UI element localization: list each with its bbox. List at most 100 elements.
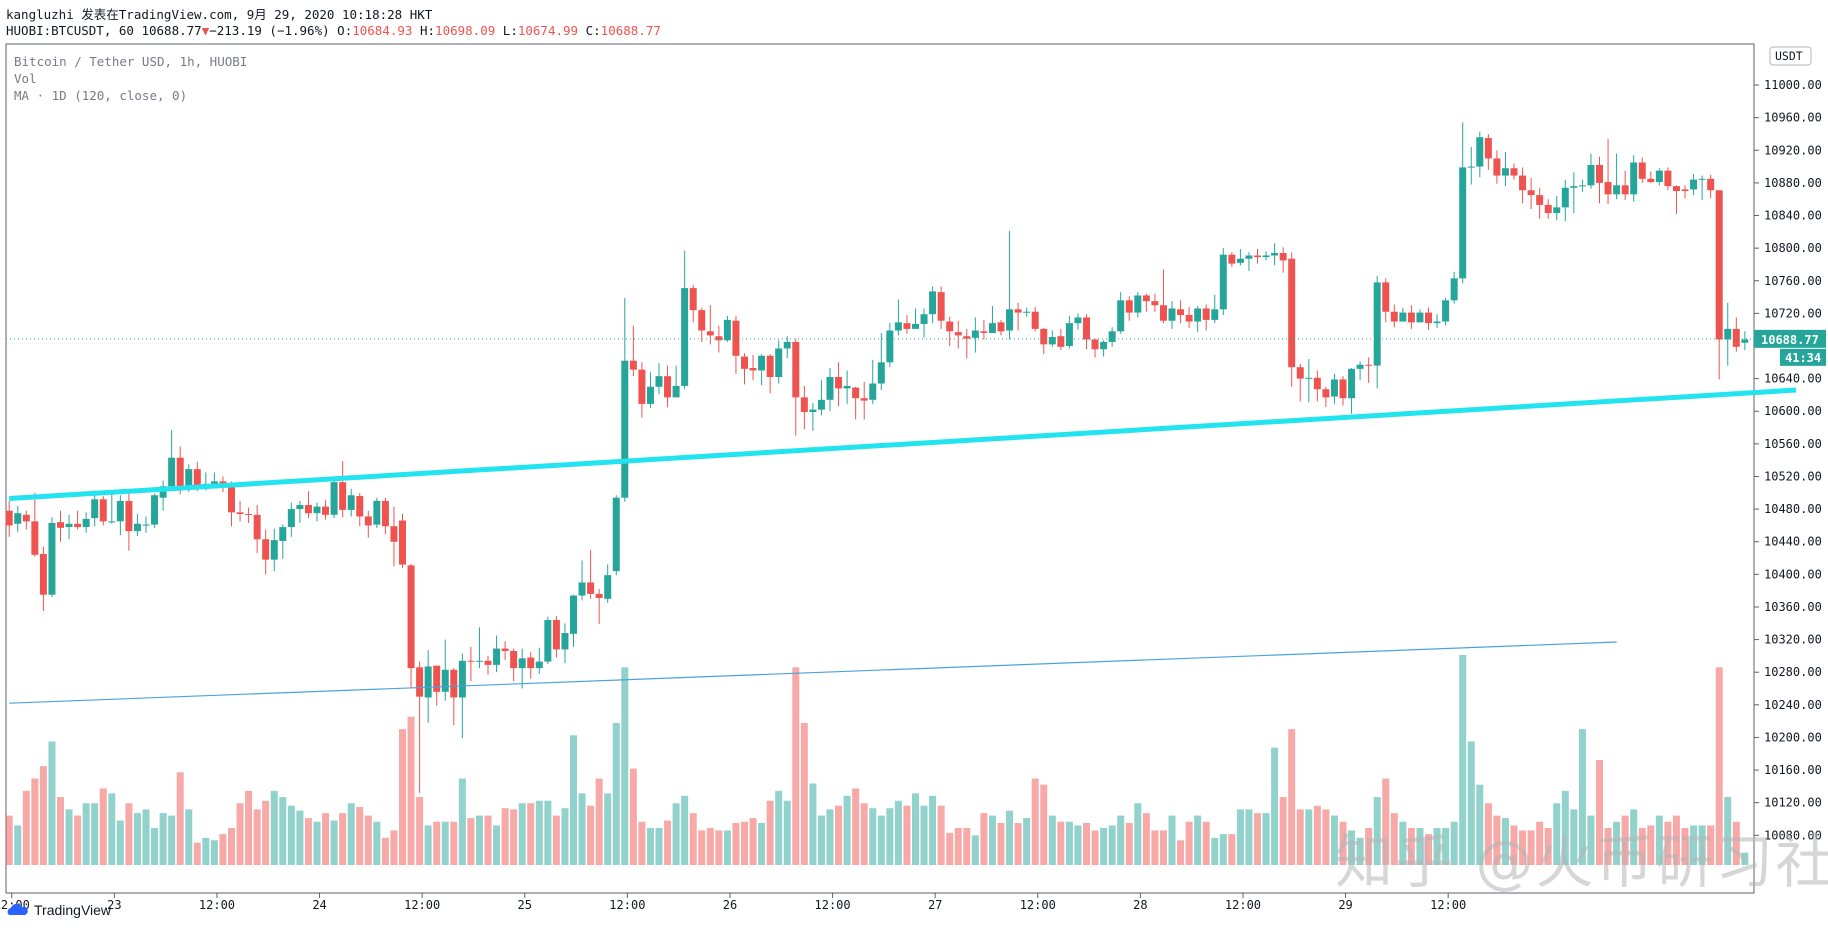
volume-bar [1553,803,1561,865]
last-price-tag [1754,329,1826,348]
candle-body [997,322,1005,332]
volume-bar [715,830,723,865]
volume-bar [5,815,13,865]
volume-bar [1134,803,1142,865]
volume-bar [484,815,492,865]
candle-body [493,648,501,665]
candle-body [510,650,518,669]
candle-body [1177,309,1185,316]
candle-body [1442,300,1450,322]
volume-bar [1647,825,1655,865]
volume-bar [364,815,372,865]
candle-body [99,499,107,522]
candle-body [1339,379,1347,399]
volume-bar [22,790,30,865]
volume-bar [1450,821,1458,865]
volume-bar [501,808,509,865]
candle-body [1655,170,1663,183]
time-tick-label: 24 [312,898,326,912]
candle-body [1023,311,1031,313]
volume-bar [1100,827,1108,865]
volume-legend[interactable]: Vol [14,71,37,86]
down-arrow-icon: ▼ [201,23,210,38]
candle-body [1134,295,1142,313]
volume-bar [1638,827,1646,865]
price-tick-label: 10080.00 [1764,828,1822,842]
volume-bar [458,778,466,865]
volume-bar [1168,815,1176,865]
candle-body [1091,339,1099,350]
candle-body [1390,311,1398,322]
candle-body [501,648,509,651]
volume-bar [817,815,825,865]
candle-body [373,500,381,525]
volume-bar [1407,827,1415,865]
time-tick-label: 26 [723,898,737,912]
ma-legend[interactable]: MA · 1D (120, close, 0) [14,88,188,103]
tradingview-logo[interactable]: TradingView [6,902,111,918]
candle-body [82,518,90,528]
volume-bar [1245,809,1253,865]
candle-body [775,348,783,377]
candle-body [869,383,877,400]
volume-bar [1014,823,1022,865]
candle-body [1348,368,1356,399]
volume-bar [1125,823,1133,865]
volume-bar [1356,837,1364,865]
high-label: H: [419,23,436,38]
candle-body [1425,312,1432,324]
price-tick-label: 10320.00 [1764,633,1822,647]
candle-body [322,506,330,515]
volume-bar [1741,852,1749,865]
volume-bar [1715,667,1723,865]
candle-body [1484,138,1492,159]
volume-bar [894,800,902,865]
price-tick-label: 10520.00 [1764,469,1822,483]
volume-bar [664,820,672,865]
open-value: 10684.93 [352,23,413,38]
volume-bar [287,805,295,865]
time-tick-label: 12:00 [1430,898,1466,912]
candle-body [1125,300,1133,313]
volume-bar [1690,825,1698,865]
volume-bar [1083,823,1090,865]
volume-bar [929,795,937,865]
candle-body [1638,162,1646,179]
volume-bar [1202,821,1210,865]
candle-body [210,481,218,484]
volume-bar [826,809,834,865]
candle-body [279,527,287,541]
volume-bar [561,808,569,865]
candle-body [1399,312,1407,322]
candle-body [1501,168,1509,176]
candle-body [1245,255,1253,259]
candle-body [1031,311,1039,329]
volume-bar [219,834,227,865]
candle-body [1416,312,1424,323]
candle-body [1707,178,1715,191]
candle-body [441,669,449,692]
candle-body [48,522,56,595]
series-legend[interactable]: Bitcoin / Tether USD, 1h, HUOBI [14,54,248,69]
candle-body [672,385,680,398]
volume-bar [1296,809,1304,865]
candle-body [749,368,757,371]
volume-bar [330,820,338,865]
low-value: 10674.99 [517,23,579,38]
volume-bar [390,830,398,865]
candle-body [621,360,629,498]
volume-bar [339,813,347,865]
volume-bar [82,803,90,865]
candle-body [1587,164,1595,186]
volume-bar [253,809,261,865]
volume-bar [672,803,680,865]
volume-bar [1159,830,1167,865]
candle-body [1561,187,1569,208]
candle-body [1544,204,1552,214]
volume-bar [1313,805,1321,865]
volume-bar [48,741,56,865]
candle-body [860,398,868,401]
price-axis: 11000.00 10960.00 10920.00 10880.00 10840.00… [1754,78,1822,842]
candle-body [14,513,22,524]
